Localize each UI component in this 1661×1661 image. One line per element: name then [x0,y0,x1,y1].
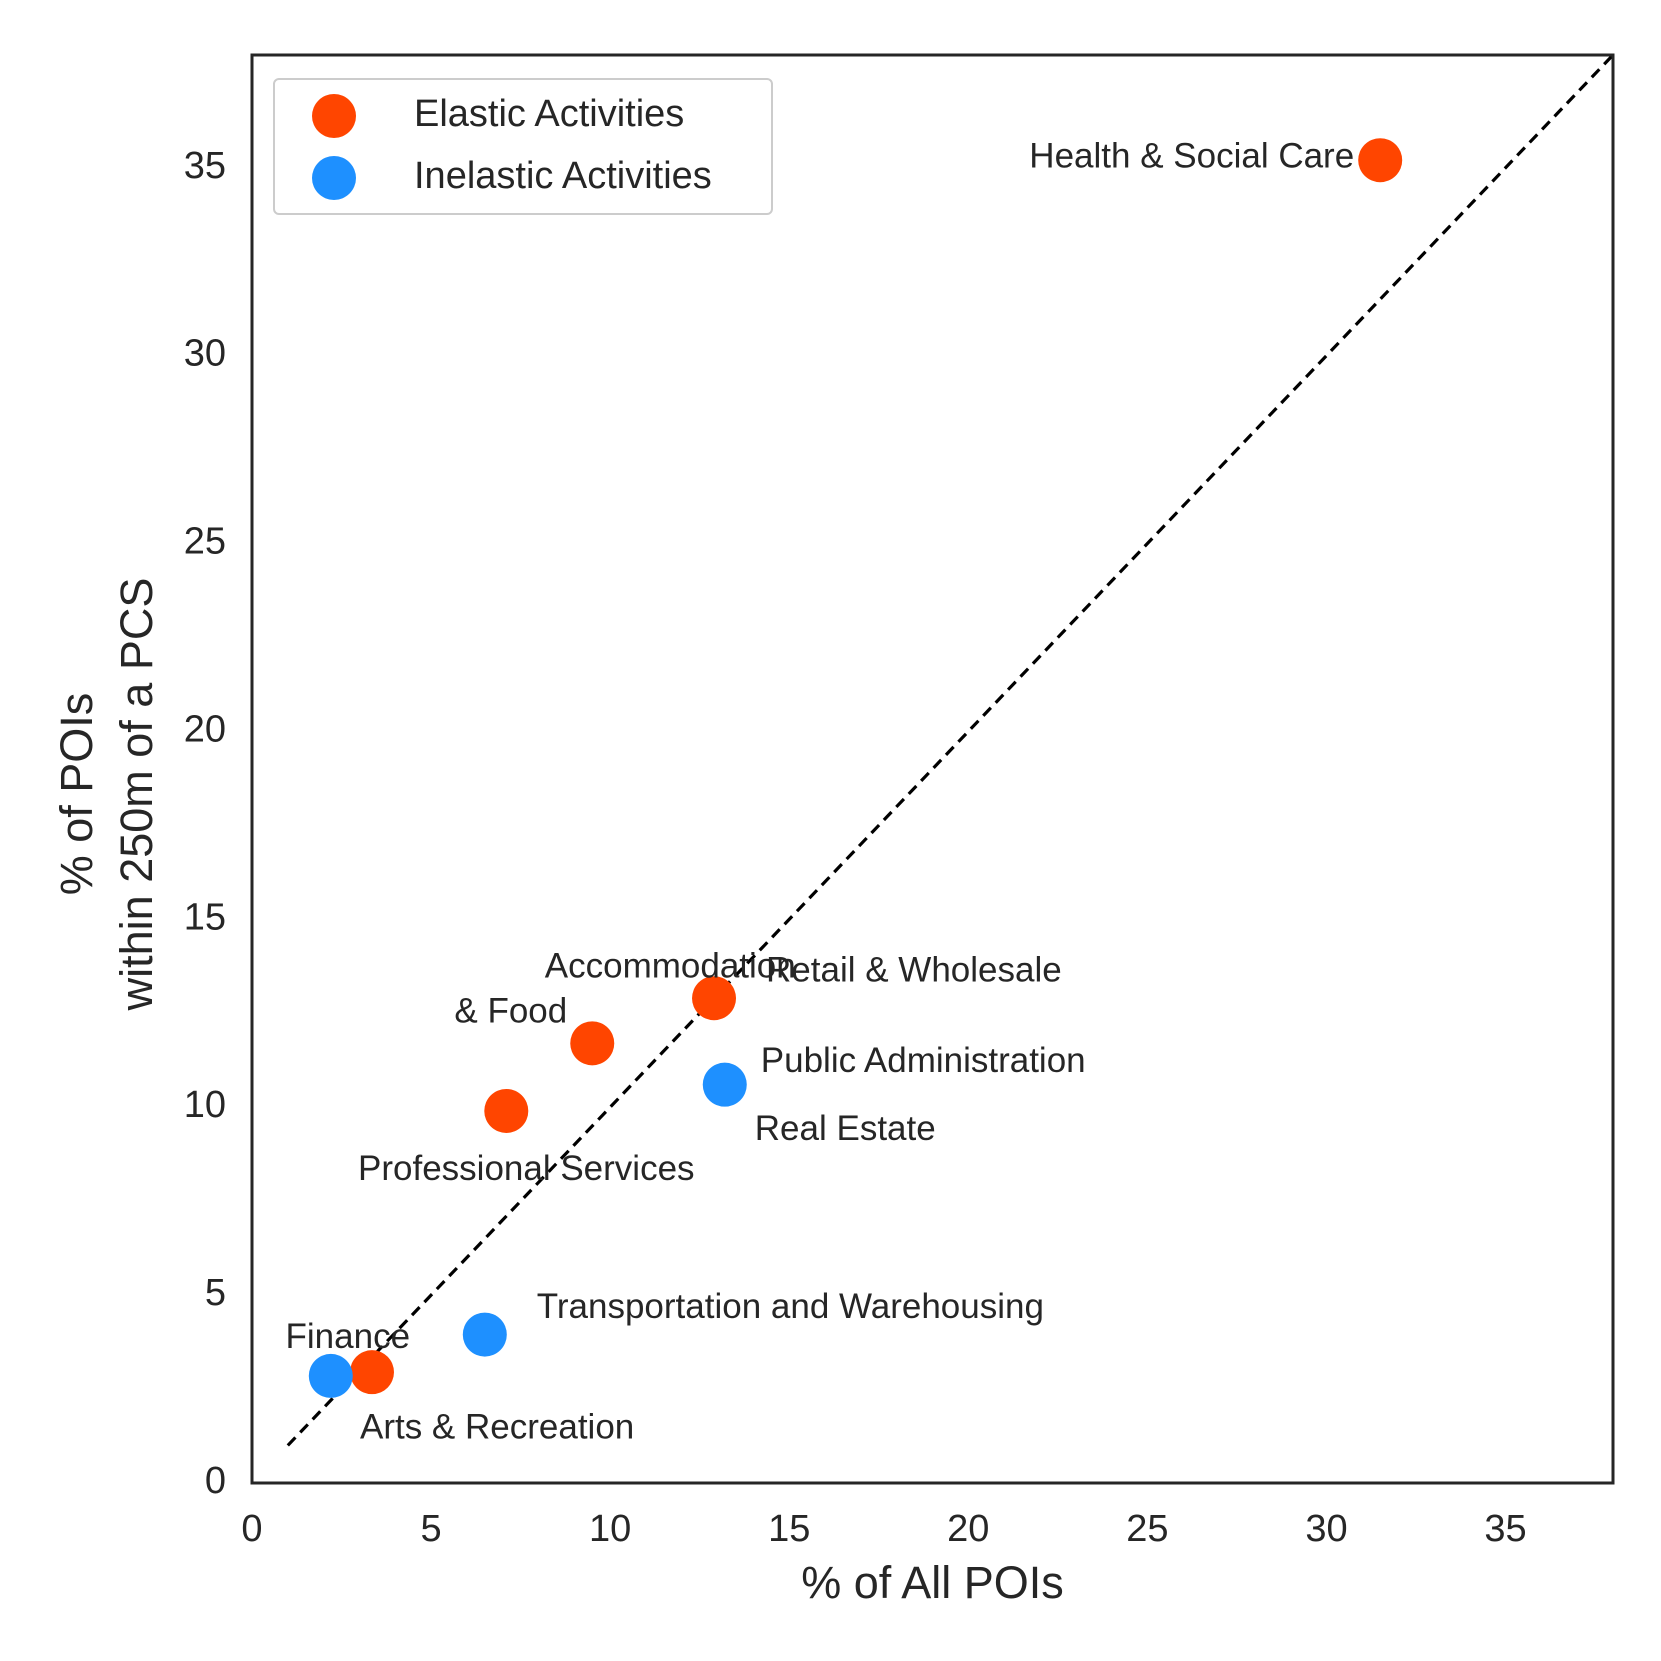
data-points [308,138,1403,1398]
point-elastic-activities-2 [570,1021,615,1066]
point-label-public-administration-real-estate-line-1: Real Estate [755,1109,936,1148]
legend: Elastic Activities Inelastic Activities [273,78,773,215]
point-label-professional-services-line-0: Professional Services [358,1149,695,1188]
x-tick-label-25: 25 [1126,1508,1168,1550]
point-label-transportation-and-warehousing-line-0: Transportation and Warehousing [537,1287,1044,1326]
reference-line [286,53,1615,1447]
legend-label-inelastic-activities: Inelastic Activities [414,155,712,197]
point-inelastic-activities-1 [462,1312,507,1357]
point-elastic-activities-1 [692,976,737,1021]
y-tick-label-0: 0 [205,1460,226,1502]
point-label-retail-wholesale-line-0: Retail & Wholesale [766,950,1062,989]
y-axis-label-line-1: within 250m of a PCS [111,578,162,1012]
legend-marker-elastic-activities [312,94,356,138]
x-tick-label-20: 20 [947,1508,989,1550]
y-tick-label-15: 15 [184,896,226,938]
legend-box [273,78,773,215]
point-elastic-activities-4 [349,1350,394,1395]
x-axis-label: % of All POIs [801,1557,1064,1608]
plot-frame [250,53,1615,1485]
point-label-finance-line-0: Finance [286,1317,411,1356]
point-labels: Health & Social Care Retail & WholesaleAc… [286,136,1355,1446]
x-tick-label-5: 5 [421,1508,442,1550]
point-elastic-activities-0 [1358,138,1403,183]
point-label-arts-recreation-line-0: Arts & Recreation [360,1407,634,1446]
point-elastic-activities-3 [484,1088,529,1133]
axes: 0 5 10 15 20 25 30 35 0 5 10 15 20 25 30 35 % of All POI… [51,53,1615,1608]
point-label-accommodation-food-line-0: Accommodation [545,947,796,986]
y-tick-label-25: 25 [184,521,226,563]
x-tick-label-0: 0 [241,1508,262,1550]
legend-marker-inelastic-activities [312,156,356,200]
x-tick-label-30: 30 [1305,1508,1347,1550]
y-axis-label: % of POIs within 250m of a PCS [51,578,162,1012]
legend-label-elastic-activities: Elastic Activities [414,93,684,135]
y-tick-label-35: 35 [184,145,226,187]
point-inelastic-activities-2 [308,1353,353,1398]
y-axis-label-line-0: % of POIs [51,693,102,896]
point-label-accommodation-food-line-1: & Food [454,992,567,1031]
x-tick-label-35: 35 [1484,1508,1526,1550]
point-inelastic-activities-0 [702,1062,747,1107]
x-tick-label-10: 10 [589,1508,631,1550]
y-tick-label-10: 10 [184,1084,226,1126]
y-tick-label-30: 30 [184,333,226,375]
point-label-public-administration-real-estate-line-0: Public Administration [761,1041,1086,1080]
reference-line-group [286,53,1615,1447]
y-tick-label-5: 5 [205,1272,226,1314]
x-tick-label-15: 15 [768,1508,810,1550]
y-tick-label-20: 20 [184,708,226,750]
point-label-health-social-care-line-0: Health & Social Care [1029,136,1354,175]
